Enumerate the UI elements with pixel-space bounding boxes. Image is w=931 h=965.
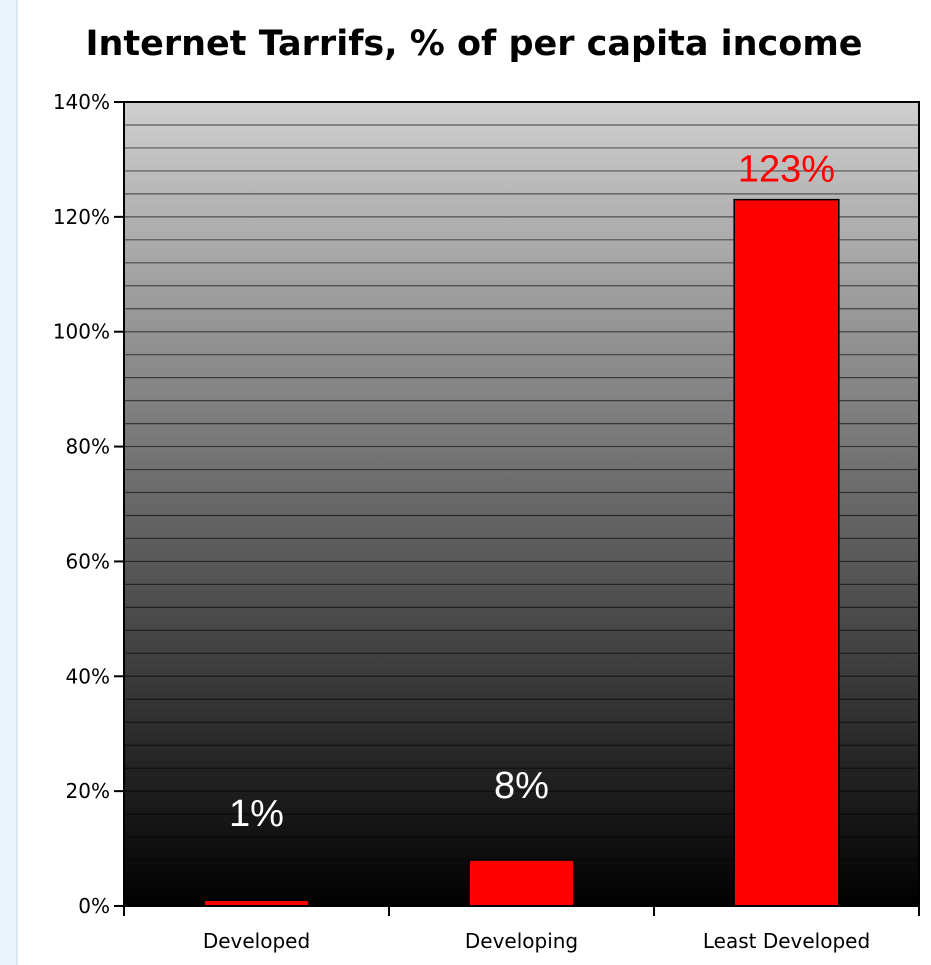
y-tick-label: 80% [66, 435, 110, 459]
y-tick-label: 140% [53, 90, 110, 114]
x-tick-label: Developed [203, 929, 310, 953]
x-tick-label: Developing [465, 929, 578, 953]
data-label: 123% [738, 149, 835, 191]
y-tick-label: 0% [78, 894, 110, 918]
x-axis: Developed Developing Least Developed [123, 906, 920, 953]
y-tick-label: 100% [53, 320, 110, 344]
y-tick-label: 20% [66, 779, 110, 803]
bars [203, 198, 840, 907]
y-tick-label: 120% [53, 205, 110, 229]
data-labels: 1% 8% 123% [229, 149, 835, 835]
y-tick-label: 60% [66, 549, 110, 573]
data-label: 8% [494, 765, 549, 807]
chart-title: Internet Tarrifs, % of per capita income [85, 24, 862, 64]
data-label: 1% [229, 793, 284, 835]
bar-developing [468, 859, 575, 907]
y-tick-label: 40% [66, 664, 110, 688]
y-axis: 0% 20% 40% 60% 80% 100% 120% 140% [53, 90, 124, 918]
bar-chart: Internet Tarrifs, % of per capita income… [53, 24, 920, 953]
plot-border [123, 101, 920, 907]
chart-panel: Internet Tarrifs, % of per capita income… [16, 0, 931, 965]
bar-least-developed [733, 198, 840, 907]
x-tick-label: Least Developed [703, 929, 870, 953]
